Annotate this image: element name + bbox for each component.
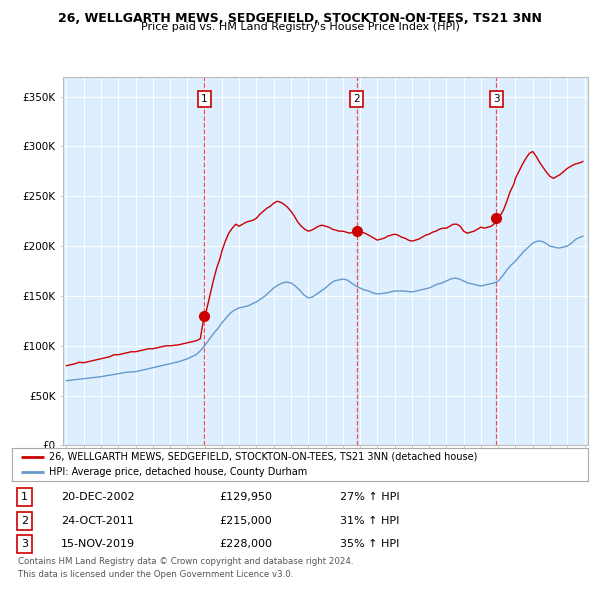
Text: 24-OCT-2011: 24-OCT-2011 [61,516,134,526]
Text: 26, WELLGARTH MEWS, SEDGEFIELD, STOCKTON-ON-TEES, TS21 3NN: 26, WELLGARTH MEWS, SEDGEFIELD, STOCKTON… [58,12,542,25]
Text: 2: 2 [353,94,360,104]
Text: 26, WELLGARTH MEWS, SEDGEFIELD, STOCKTON-ON-TEES, TS21 3NN (detached house): 26, WELLGARTH MEWS, SEDGEFIELD, STOCKTON… [49,451,478,461]
Text: 20-DEC-2002: 20-DEC-2002 [61,492,134,502]
Text: 1: 1 [21,492,28,502]
Text: 31% ↑ HPI: 31% ↑ HPI [340,516,400,526]
Text: Price paid vs. HM Land Registry's House Price Index (HPI): Price paid vs. HM Land Registry's House … [140,22,460,32]
Text: 3: 3 [493,94,499,104]
Text: HPI: Average price, detached house, County Durham: HPI: Average price, detached house, Coun… [49,467,308,477]
Text: Contains HM Land Registry data © Crown copyright and database right 2024.: Contains HM Land Registry data © Crown c… [18,558,353,566]
Text: This data is licensed under the Open Government Licence v3.0.: This data is licensed under the Open Gov… [18,571,293,579]
Text: £129,950: £129,950 [220,492,272,502]
Text: £228,000: £228,000 [220,539,272,549]
Text: 27% ↑ HPI: 27% ↑ HPI [340,492,400,502]
Text: £215,000: £215,000 [220,516,272,526]
Text: 1: 1 [201,94,208,104]
Text: 15-NOV-2019: 15-NOV-2019 [61,539,135,549]
Text: 35% ↑ HPI: 35% ↑ HPI [340,539,400,549]
Text: 2: 2 [21,516,28,526]
Text: 3: 3 [21,539,28,549]
